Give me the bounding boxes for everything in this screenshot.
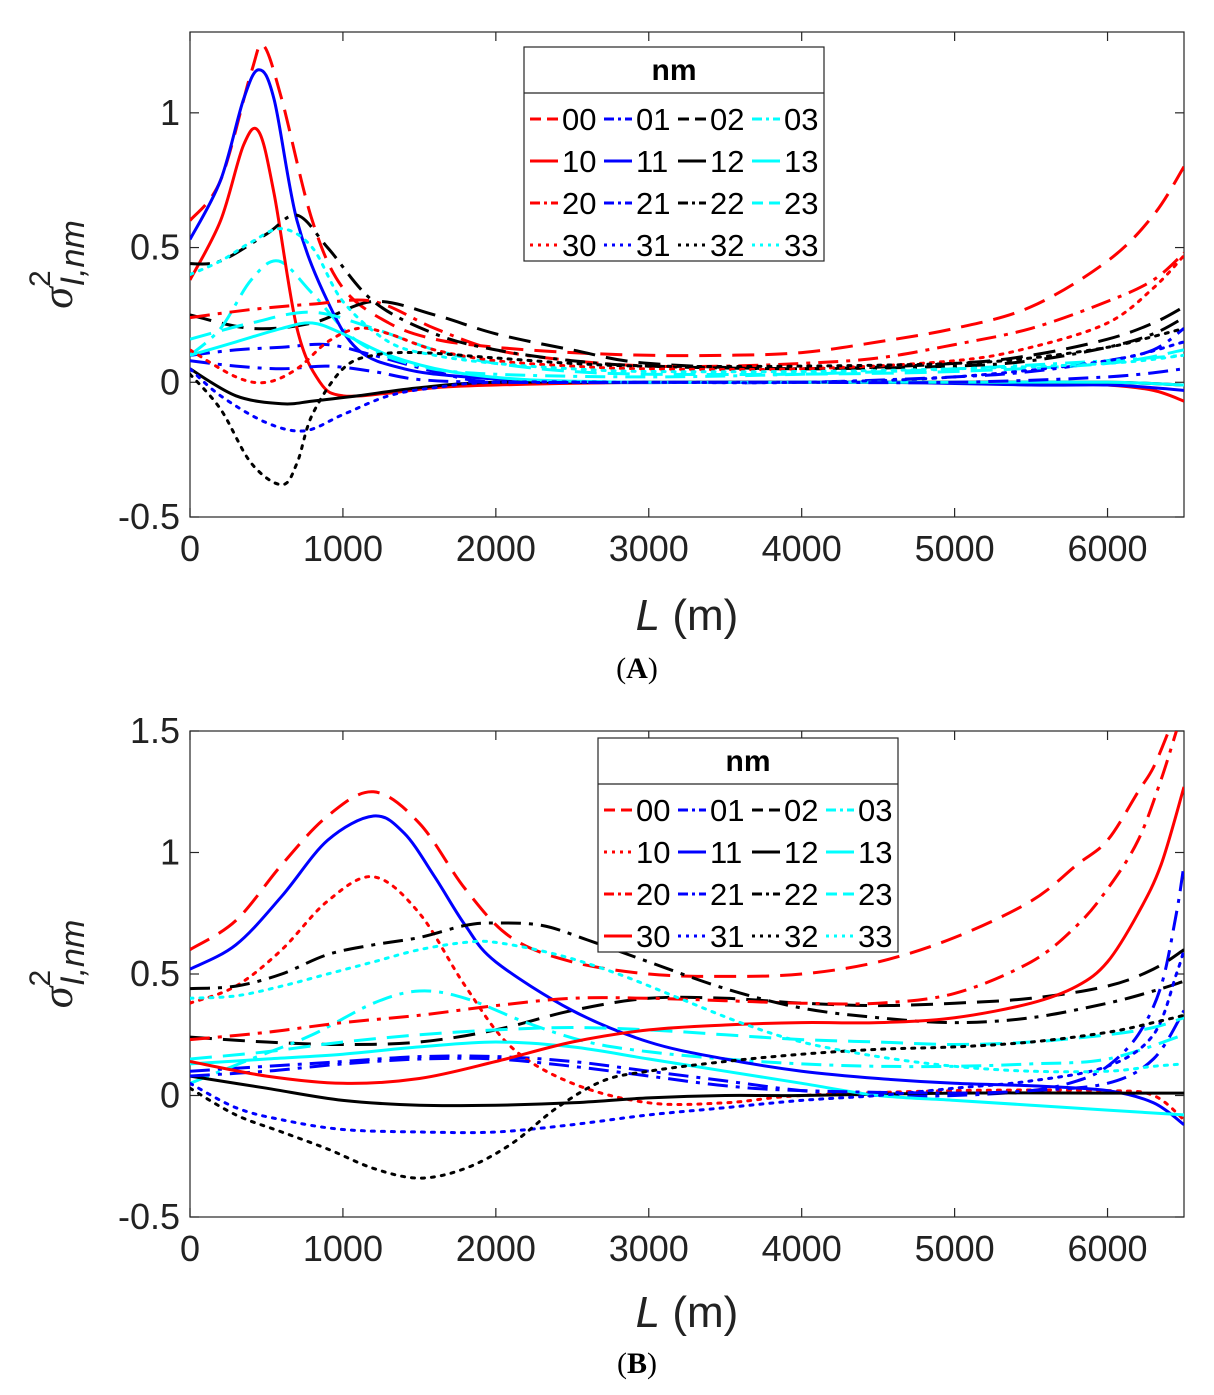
x-tick-label: 6000 xyxy=(1067,528,1147,569)
series-line-31 xyxy=(190,948,1184,1135)
x-tick-label: 3000 xyxy=(609,1228,689,1269)
legend-label-30: 30 xyxy=(636,919,670,954)
legend-title: nm xyxy=(652,54,697,87)
legend-label-03: 03 xyxy=(784,102,818,137)
legend-label-20: 20 xyxy=(636,877,670,912)
x-tick-label: 3000 xyxy=(609,528,689,569)
legend-label-20: 20 xyxy=(562,186,596,221)
legend-label-01: 01 xyxy=(710,793,744,828)
legend-label-23: 23 xyxy=(784,186,818,221)
series-line-02 xyxy=(190,299,1184,371)
legend-label-21: 21 xyxy=(710,877,744,912)
legend-label-32: 32 xyxy=(784,919,818,954)
y-tick-label: 0 xyxy=(160,1075,180,1116)
x-tick-label: 0 xyxy=(180,528,200,569)
series-line-00 xyxy=(190,42,1184,358)
series-line-11 xyxy=(190,68,1184,392)
x-tick-label: 2000 xyxy=(456,528,536,569)
legend-label-22: 22 xyxy=(784,877,818,912)
series-line-33 xyxy=(190,227,1184,374)
legend-label-11: 11 xyxy=(710,835,742,870)
x-tick-label: 0 xyxy=(180,1228,200,1269)
panel-caption: (A) xyxy=(616,652,658,685)
legend-label-02: 02 xyxy=(784,793,818,828)
x-tick-label: 5000 xyxy=(915,1228,995,1269)
series-layer xyxy=(190,731,1184,1180)
legend-label-10: 10 xyxy=(562,144,596,179)
series-line-03 xyxy=(190,259,1184,379)
y-tick-label: 0.5 xyxy=(130,227,180,268)
y-tick-label: 1.5 xyxy=(130,710,180,751)
x-tick-label: 6000 xyxy=(1067,1228,1147,1269)
y-axis-label: σ2I,nm xyxy=(24,220,92,309)
series-line-20 xyxy=(190,251,1184,369)
series-line-31 xyxy=(190,340,1184,433)
legend-label-12: 12 xyxy=(784,835,818,870)
legend-label-33: 33 xyxy=(784,228,818,263)
series-line-13 xyxy=(190,321,1184,387)
y-tick-label: 1 xyxy=(160,832,180,873)
legend-label-21: 21 xyxy=(636,186,670,221)
legend-label-11: 11 xyxy=(636,144,668,179)
x-tick-label: 4000 xyxy=(762,528,842,569)
legend-label-31: 31 xyxy=(710,919,744,954)
series-line-22 xyxy=(190,213,1184,371)
y-axis-label: σ2I,nm xyxy=(24,920,92,1009)
legend-label-13: 13 xyxy=(858,835,892,870)
x-axis-label: L (m) xyxy=(636,1288,739,1337)
y-tick-label: -0.5 xyxy=(118,496,180,537)
legend-label-33: 33 xyxy=(858,919,892,954)
series-line-32 xyxy=(190,1013,1184,1180)
series-line-30 xyxy=(190,254,1184,385)
series-line-20 xyxy=(190,731,1178,1042)
series-line-00 xyxy=(190,731,1171,978)
series-line-23 xyxy=(190,310,1184,376)
series-layer xyxy=(190,42,1184,487)
y-tick-label: -0.5 xyxy=(118,1196,180,1237)
legend-label-01: 01 xyxy=(636,102,670,137)
legend-label-10: 10 xyxy=(636,835,670,870)
legend-label-22: 22 xyxy=(710,186,744,221)
series-line-30 xyxy=(190,786,1184,1085)
legend-label-00: 00 xyxy=(636,793,670,828)
legend-label-30: 30 xyxy=(562,228,596,263)
legend-box xyxy=(597,737,899,953)
legend-label-02: 02 xyxy=(710,102,744,137)
legend-label-00: 00 xyxy=(562,102,596,137)
chart-panel-A: 0 1000 2000 3000 4000 5000 6000-0.500.51L (m)σ… xyxy=(24,31,1185,685)
x-tick-label: 5000 xyxy=(915,528,995,569)
series-line-13 xyxy=(190,1040,1184,1117)
x-tick-label: 1000 xyxy=(303,1228,383,1269)
panel-caption: (B) xyxy=(617,1347,657,1380)
series-line-32 xyxy=(190,326,1184,487)
series-line-21 xyxy=(190,359,1184,385)
legend-label-23: 23 xyxy=(858,877,892,912)
series-line-03 xyxy=(190,989,1184,1085)
series-line-11 xyxy=(190,814,1184,1126)
x-tick-label: 1000 xyxy=(303,528,383,569)
x-tick-label: 2000 xyxy=(456,1228,536,1269)
x-tick-label: 4000 xyxy=(762,1228,842,1269)
legend: nm 00 01 02 03 10 11 12 13 20 21 22 23 30 31 32 33 xyxy=(597,737,899,954)
legend-label-31: 31 xyxy=(636,228,670,263)
legend-label-13: 13 xyxy=(784,144,818,179)
x-axis-label: L (m) xyxy=(636,591,739,640)
y-tick-label: 0.5 xyxy=(130,953,180,994)
series-line-33 xyxy=(190,939,1184,1074)
series-line-02 xyxy=(190,948,1184,1047)
y-tick-label: 0 xyxy=(160,361,180,402)
legend-label-12: 12 xyxy=(710,144,744,179)
legend-label-03: 03 xyxy=(858,793,892,828)
series-line-21 xyxy=(190,1009,1184,1095)
legend-box xyxy=(523,46,825,262)
legend-title: nm xyxy=(726,745,771,778)
legend-label-32: 32 xyxy=(710,228,744,263)
legend: nm 00 01 02 03 10 11 12 13 20 21 22 23 30 31 32 33 xyxy=(523,46,825,263)
series-line-23 xyxy=(190,1016,1184,1061)
chart-panel-B: 0 1000 2000 3000 4000 5000 6000-0.500.511.5L (… xyxy=(24,710,1185,1380)
y-tick-label: 1 xyxy=(160,92,180,133)
